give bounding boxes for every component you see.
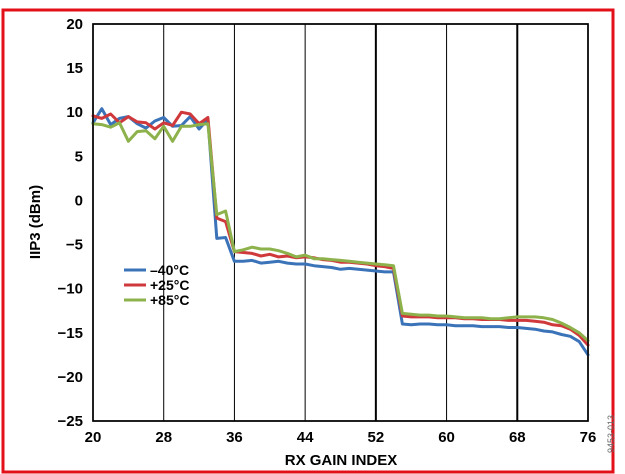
y-axis-label: IIP3 (dBm) [27,185,44,259]
y-tick-label: 0 [75,192,83,209]
y-tick-label: 5 [75,148,83,165]
y-tick-label: −15 [58,325,83,342]
x-tick-label: 76 [580,429,597,446]
x-tick-label: 28 [155,429,172,446]
legend: –40°C+25°C+85°C [124,262,189,308]
series-lines [91,107,590,357]
x-tick-label: 68 [509,429,526,446]
y-tick-label: −10 [58,281,83,298]
figure-id: 9453-013 [606,415,616,453]
x-tick-label: 44 [297,429,314,446]
y-axis-ticks: 20 15 10 5 0 −5 −10 −15 −20 −25 [58,16,83,430]
plot-area-outline [92,23,589,422]
x-axis-label: RX GAIN INDEX [285,452,398,469]
series-line-0 [91,107,590,357]
series-line-1 [91,110,590,347]
x-tick-label: 36 [226,429,243,446]
figure-border [1,8,615,474]
y-tick-label: 20 [66,16,83,33]
series-line-2 [91,121,590,343]
legend-label-1: +25°C [150,277,189,293]
legend-label-0: –40°C [150,262,189,278]
plot-area [92,23,589,422]
x-axis-ticks: 20 28 36 44 52 60 68 76 [85,429,597,446]
x-tick-label: 52 [368,429,385,446]
gridlines [163,24,519,421]
x-tick-label: 60 [438,429,455,446]
legend-label-2: +85°C [150,292,189,308]
y-tick-label: 15 [66,60,83,77]
x-tick-label: 20 [85,429,102,446]
y-tick-label: 10 [66,104,83,121]
y-tick-label: −5 [66,237,83,254]
y-tick-label: −20 [58,369,83,386]
y-tick-label: −25 [58,413,83,430]
